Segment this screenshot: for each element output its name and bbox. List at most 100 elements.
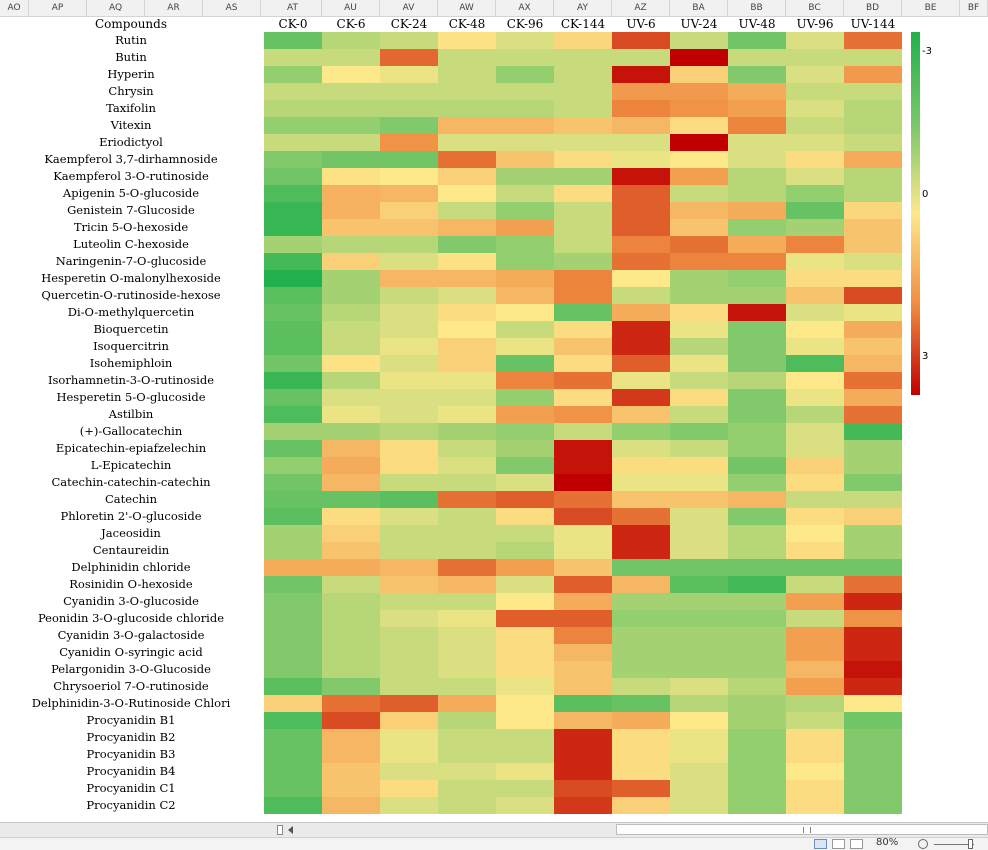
heatmap-cell[interactable] xyxy=(496,576,554,593)
heatmap-cell[interactable] xyxy=(612,457,670,474)
heatmap-cell[interactable] xyxy=(728,49,786,66)
heatmap-cell[interactable] xyxy=(786,100,844,117)
heatmap-cell[interactable] xyxy=(496,355,554,372)
heatmap-cell[interactable] xyxy=(612,729,670,746)
heatmap-cell[interactable] xyxy=(438,525,496,542)
heatmap-cell[interactable] xyxy=(670,253,728,270)
heatmap-cell[interactable] xyxy=(612,355,670,372)
heatmap-cell[interactable] xyxy=(612,338,670,355)
heatmap-cell[interactable] xyxy=(438,134,496,151)
column-letter-ba[interactable]: BA xyxy=(670,0,728,16)
heatmap-cell[interactable] xyxy=(612,321,670,338)
heatmap-cell[interactable] xyxy=(670,321,728,338)
heatmap-cell[interactable] xyxy=(612,49,670,66)
heatmap-cell[interactable] xyxy=(728,355,786,372)
heatmap-cell[interactable] xyxy=(728,610,786,627)
heatmap-cell[interactable] xyxy=(786,83,844,100)
heatmap-cell[interactable] xyxy=(380,304,438,321)
heatmap-cell[interactable] xyxy=(264,712,322,729)
heatmap-cell[interactable] xyxy=(438,49,496,66)
heatmap-cell[interactable] xyxy=(670,678,728,695)
heatmap-cell[interactable] xyxy=(728,678,786,695)
heatmap-cell[interactable] xyxy=(670,491,728,508)
heatmap-cell[interactable] xyxy=(786,525,844,542)
heatmap-cell[interactable] xyxy=(438,406,496,423)
heatmap-cell[interactable] xyxy=(380,763,438,780)
heatmap-cell[interactable] xyxy=(728,32,786,49)
heatmap-cell[interactable] xyxy=(322,236,380,253)
heatmap-cell[interactable] xyxy=(554,542,612,559)
heatmap-cell[interactable] xyxy=(264,236,322,253)
heatmap-cell[interactable] xyxy=(786,763,844,780)
heatmap-cell[interactable] xyxy=(670,202,728,219)
heatmap-cell[interactable] xyxy=(438,151,496,168)
heatmap-cell[interactable] xyxy=(322,661,380,678)
heatmap-cell[interactable] xyxy=(786,355,844,372)
heatmap-cell[interactable] xyxy=(380,287,438,304)
heatmap-cell[interactable] xyxy=(844,236,902,253)
heatmap-cell[interactable] xyxy=(670,559,728,576)
heatmap-cell[interactable] xyxy=(612,678,670,695)
heatmap-cell[interactable] xyxy=(496,627,554,644)
heatmap-cell[interactable] xyxy=(728,542,786,559)
heatmap-cell[interactable] xyxy=(612,593,670,610)
heatmap-cell[interactable] xyxy=(844,525,902,542)
column-letter-ax[interactable]: AX xyxy=(496,0,554,16)
heatmap-cell[interactable] xyxy=(322,457,380,474)
heatmap-cell[interactable] xyxy=(322,287,380,304)
heatmap-cell[interactable] xyxy=(844,423,902,440)
heatmap-cell[interactable] xyxy=(728,134,786,151)
heatmap-cell[interactable] xyxy=(554,440,612,457)
heatmap-cell[interactable] xyxy=(554,304,612,321)
heatmap-cell[interactable] xyxy=(496,219,554,236)
heatmap-cell[interactable] xyxy=(554,627,612,644)
heatmap-cell[interactable] xyxy=(670,712,728,729)
heatmap-cell[interactable] xyxy=(380,746,438,763)
heatmap-cell[interactable] xyxy=(670,780,728,797)
heatmap-cell[interactable] xyxy=(786,134,844,151)
heatmap-cell[interactable] xyxy=(670,423,728,440)
heatmap-cell[interactable] xyxy=(612,661,670,678)
heatmap-cell[interactable] xyxy=(728,491,786,508)
heatmap-cell[interactable] xyxy=(670,49,728,66)
heatmap-cell[interactable] xyxy=(264,270,322,287)
heatmap-cell[interactable] xyxy=(612,644,670,661)
heatmap-cell[interactable] xyxy=(844,151,902,168)
heatmap-cell[interactable] xyxy=(844,610,902,627)
heatmap-cell[interactable] xyxy=(380,559,438,576)
heatmap-cell[interactable] xyxy=(322,202,380,219)
heatmap-cell[interactable] xyxy=(728,83,786,100)
heatmap-cell[interactable] xyxy=(264,695,322,712)
heatmap-cell[interactable] xyxy=(728,627,786,644)
heatmap-cell[interactable] xyxy=(670,185,728,202)
heatmap-cell[interactable] xyxy=(496,253,554,270)
heatmap-cell[interactable] xyxy=(670,117,728,134)
heatmap-cell[interactable] xyxy=(380,219,438,236)
heatmap-cell[interactable] xyxy=(844,117,902,134)
column-letter-ap[interactable]: AP xyxy=(29,0,87,16)
heatmap-cell[interactable] xyxy=(844,542,902,559)
heatmap-cell[interactable] xyxy=(612,406,670,423)
heatmap-cell[interactable] xyxy=(612,712,670,729)
heatmap-cell[interactable] xyxy=(380,729,438,746)
heatmap-cell[interactable] xyxy=(380,270,438,287)
heatmap-cell[interactable] xyxy=(786,372,844,389)
heatmap-cell[interactable] xyxy=(786,610,844,627)
heatmap-cell[interactable] xyxy=(844,440,902,457)
heatmap-cell[interactable] xyxy=(264,287,322,304)
heatmap-cell[interactable] xyxy=(670,457,728,474)
heatmap-cell[interactable] xyxy=(380,610,438,627)
heatmap-cell[interactable] xyxy=(612,270,670,287)
heatmap-cell[interactable] xyxy=(380,491,438,508)
heatmap-cell[interactable] xyxy=(844,678,902,695)
heatmap-cell[interactable] xyxy=(496,797,554,814)
heatmap-cell[interactable] xyxy=(380,253,438,270)
heatmap-cell[interactable] xyxy=(496,202,554,219)
heatmap-cell[interactable] xyxy=(322,423,380,440)
heatmap-cell[interactable] xyxy=(322,474,380,491)
heatmap-cell[interactable] xyxy=(264,253,322,270)
heatmap-cell[interactable] xyxy=(496,236,554,253)
heatmap-cell[interactable] xyxy=(380,593,438,610)
heatmap-cell[interactable] xyxy=(438,372,496,389)
column-letter-ar[interactable]: AR xyxy=(145,0,203,16)
